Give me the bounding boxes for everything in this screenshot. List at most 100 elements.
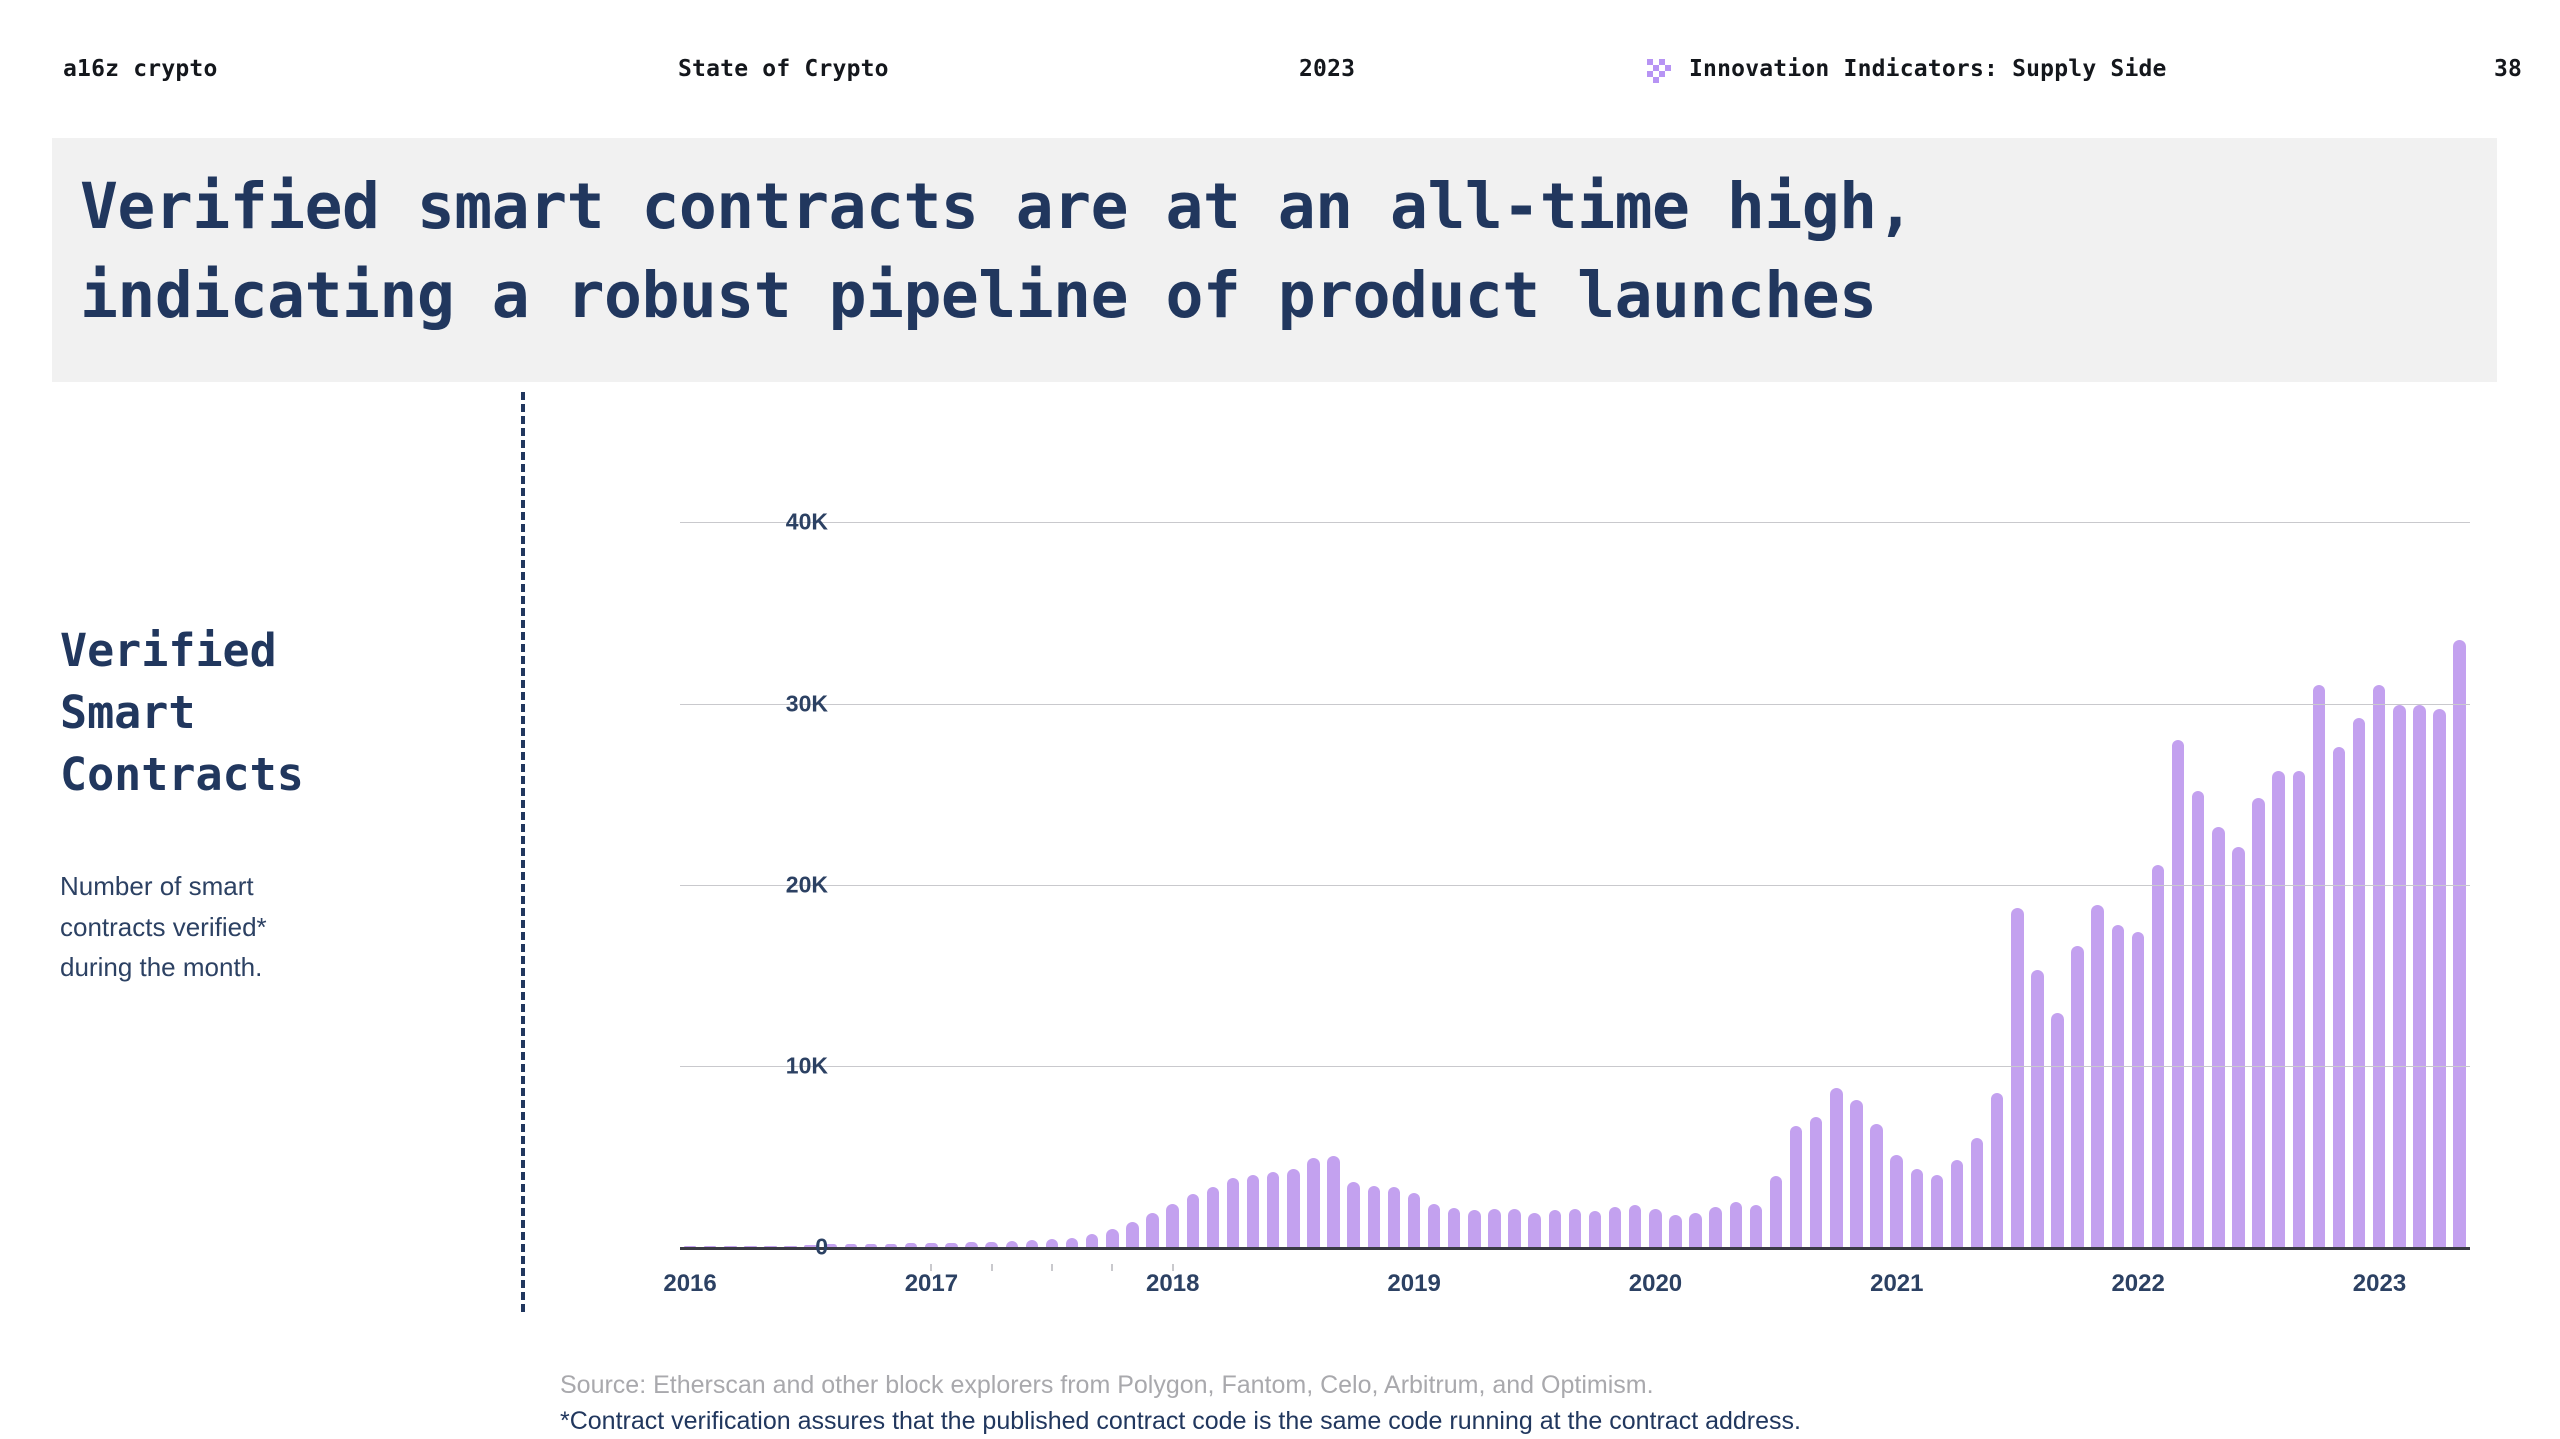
bar-slot[interactable] [2409,450,2429,1247]
bar[interactable] [1508,1209,1520,1247]
bar[interactable] [2232,847,2244,1247]
bar-slot[interactable] [1042,450,1062,1247]
bar[interactable] [2112,925,2124,1247]
bar[interactable] [1187,1194,1199,1247]
bar-slot[interactable] [1846,450,1866,1247]
bar[interactable] [2413,705,2425,1247]
bar[interactable] [1971,1138,1983,1247]
bar-slot[interactable] [1545,450,1565,1247]
bar[interactable] [1247,1175,1259,1247]
bar-slot[interactable] [680,450,700,1247]
bar[interactable] [1347,1182,1359,1247]
bar[interactable] [2031,970,2043,1247]
bar-slot[interactable] [2148,450,2168,1247]
bar[interactable] [1810,1117,1822,1247]
bar-slot[interactable] [2088,450,2108,1247]
bar-slot[interactable] [2430,450,2450,1247]
bar[interactable] [1951,1160,1963,1247]
bar-slot[interactable] [1706,450,1726,1247]
bar[interactable] [1750,1205,1762,1247]
bar-slot[interactable] [1947,450,1967,1247]
bar[interactable] [1528,1213,1540,1247]
bar[interactable] [1207,1187,1219,1247]
bar-slot[interactable] [1907,450,1927,1247]
bar-slot[interactable] [1967,450,1987,1247]
bar[interactable] [2453,640,2465,1247]
bar-slot[interactable] [1585,450,1605,1247]
bar[interactable] [1549,1210,1561,1247]
bar-slot[interactable] [1746,450,1766,1247]
bar-slot[interactable] [2369,450,2389,1247]
bar[interactable] [1609,1207,1621,1247]
bar-slot[interactable] [2108,450,2128,1247]
bar-slot[interactable] [1645,450,1665,1247]
bar-slot[interactable] [2249,450,2269,1247]
bar-slot[interactable] [1464,450,1484,1247]
bar[interactable] [2333,747,2345,1247]
bar-slot[interactable] [1665,450,1685,1247]
bar-slot[interactable] [1364,450,1384,1247]
bar-slot[interactable] [2269,450,2289,1247]
bar[interactable] [2172,740,2184,1247]
bar-slot[interactable] [2228,450,2248,1247]
bar[interactable] [1870,1124,1882,1247]
bar[interactable] [1388,1187,1400,1247]
bar[interactable] [1106,1229,1118,1247]
bar[interactable] [1368,1186,1380,1247]
bar-slot[interactable] [1062,450,1082,1247]
bar[interactable] [1830,1088,1842,1247]
bar[interactable] [1408,1193,1420,1247]
bar-slot[interactable] [1605,450,1625,1247]
bar-slot[interactable] [1384,450,1404,1247]
bar-slot[interactable] [1263,450,1283,1247]
bar-slot[interactable] [1927,450,1947,1247]
bar-slot[interactable] [1183,450,1203,1247]
bar-slot[interactable] [1565,450,1585,1247]
bar[interactable] [1227,1178,1239,1247]
bar[interactable] [1307,1158,1319,1247]
bar-slot[interactable] [1344,450,1364,1247]
bar-slot[interactable] [1504,450,1524,1247]
bar[interactable] [2272,771,2284,1247]
bar-slot[interactable] [2349,450,2369,1247]
bar-slot[interactable] [1444,450,1464,1247]
bar-slot[interactable] [2007,450,2027,1247]
bar[interactable] [1649,1209,1661,1247]
bar-slot[interactable] [901,450,921,1247]
bar[interactable] [2132,932,2144,1247]
bar[interactable] [1569,1209,1581,1247]
bar[interactable] [2252,798,2264,1247]
bar[interactable] [1468,1210,1480,1247]
bar[interactable] [1709,1207,1721,1247]
bar[interactable] [1287,1169,1299,1247]
bar-slot[interactable] [1404,450,1424,1247]
bar-slot[interactable] [1163,450,1183,1247]
bar[interactable] [1086,1234,1098,1247]
bar[interactable] [1850,1100,1862,1247]
bar-slot[interactable] [1786,450,1806,1247]
bar-slot[interactable] [821,450,841,1247]
bar[interactable] [1448,1208,1460,1247]
bar-slot[interactable] [1283,450,1303,1247]
bar[interactable] [1991,1093,2003,1247]
bar[interactable] [1066,1238,1078,1247]
bar[interactable] [2152,865,2164,1247]
bar[interactable] [1931,1175,1943,1247]
bar-slot[interactable] [861,450,881,1247]
bar-slot[interactable] [1525,450,1545,1247]
bar-slot[interactable] [1082,450,1102,1247]
bar-slot[interactable] [1324,450,1344,1247]
bar-slot[interactable] [1866,450,1886,1247]
bar[interactable] [2353,718,2365,1247]
bar[interactable] [1790,1126,1802,1247]
bar-slot[interactable] [1143,450,1163,1247]
bar-slot[interactable] [1022,450,1042,1247]
bar[interactable] [2091,905,2103,1247]
bar[interactable] [2373,685,2385,1247]
bar-slot[interactable] [1987,450,2007,1247]
bar[interactable] [1488,1209,1500,1247]
bar-slot[interactable] [1223,450,1243,1247]
bar-slot[interactable] [941,450,961,1247]
bar[interactable] [2051,1013,2063,1247]
bar[interactable] [1046,1239,1058,1247]
